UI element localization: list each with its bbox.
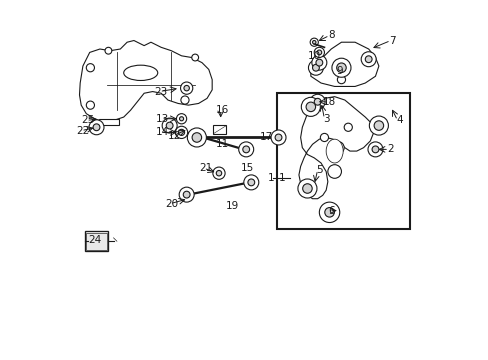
Text: 10: 10 <box>307 51 320 61</box>
Polygon shape <box>310 42 378 86</box>
Circle shape <box>373 121 383 130</box>
Circle shape <box>367 142 382 157</box>
Circle shape <box>212 167 224 179</box>
Circle shape <box>187 128 206 147</box>
Circle shape <box>331 141 344 154</box>
Bar <box>276 93 408 229</box>
Circle shape <box>86 64 94 72</box>
Circle shape <box>314 47 324 58</box>
Circle shape <box>105 47 112 54</box>
Circle shape <box>311 55 326 70</box>
Circle shape <box>183 85 189 91</box>
Circle shape <box>365 56 371 63</box>
Circle shape <box>216 171 221 176</box>
Circle shape <box>336 63 346 72</box>
FancyBboxPatch shape <box>99 119 119 125</box>
Circle shape <box>316 50 321 55</box>
Text: 19: 19 <box>225 201 239 211</box>
Circle shape <box>86 101 94 109</box>
Text: 25: 25 <box>81 116 95 126</box>
Circle shape <box>179 187 194 202</box>
Text: 6: 6 <box>327 206 334 216</box>
FancyBboxPatch shape <box>84 231 108 251</box>
Ellipse shape <box>123 65 158 81</box>
Circle shape <box>312 64 319 71</box>
FancyBboxPatch shape <box>213 125 226 134</box>
Text: 23: 23 <box>154 86 167 96</box>
Text: 16: 16 <box>215 105 228 115</box>
Circle shape <box>270 130 285 145</box>
Circle shape <box>176 114 186 124</box>
Circle shape <box>312 41 315 44</box>
Circle shape <box>314 98 321 105</box>
Text: 12: 12 <box>168 131 181 141</box>
Circle shape <box>183 191 190 198</box>
Text: 1: 1 <box>267 173 273 183</box>
Ellipse shape <box>325 139 343 163</box>
Circle shape <box>308 60 323 75</box>
Circle shape <box>162 118 177 133</box>
Text: 18: 18 <box>322 97 335 107</box>
Text: 20: 20 <box>164 199 178 209</box>
Circle shape <box>309 38 318 46</box>
Circle shape <box>175 126 187 139</box>
Text: 24: 24 <box>88 234 101 244</box>
Circle shape <box>238 142 253 157</box>
Circle shape <box>244 175 258 190</box>
Circle shape <box>181 96 189 104</box>
Circle shape <box>166 122 173 129</box>
Text: 2: 2 <box>386 144 393 154</box>
Circle shape <box>247 179 254 186</box>
Text: 21: 21 <box>198 163 212 173</box>
Text: 5: 5 <box>315 165 322 175</box>
Circle shape <box>297 179 316 198</box>
Text: 15: 15 <box>241 163 254 173</box>
Text: 8: 8 <box>327 30 334 40</box>
Circle shape <box>331 58 350 77</box>
Circle shape <box>315 59 322 66</box>
Polygon shape <box>80 41 212 122</box>
Circle shape <box>368 116 387 135</box>
Circle shape <box>191 54 198 61</box>
Circle shape <box>302 184 311 193</box>
Circle shape <box>309 94 325 109</box>
Text: 14: 14 <box>156 127 169 138</box>
Text: 11: 11 <box>215 139 228 149</box>
Text: 17: 17 <box>260 132 273 143</box>
Text: 13: 13 <box>156 114 169 124</box>
Circle shape <box>361 52 375 67</box>
Circle shape <box>192 133 201 142</box>
Circle shape <box>319 202 339 222</box>
Polygon shape <box>298 96 373 199</box>
Text: 3: 3 <box>322 114 329 124</box>
Circle shape <box>89 120 104 135</box>
Circle shape <box>324 208 334 217</box>
Circle shape <box>344 123 352 131</box>
FancyBboxPatch shape <box>86 233 106 250</box>
Circle shape <box>327 165 341 178</box>
Text: –: – <box>273 174 278 183</box>
Circle shape <box>301 97 320 116</box>
Text: 9: 9 <box>336 66 343 76</box>
Circle shape <box>275 134 282 141</box>
Circle shape <box>178 129 184 135</box>
Circle shape <box>93 124 100 131</box>
Circle shape <box>320 134 328 141</box>
Circle shape <box>305 102 315 112</box>
Circle shape <box>243 146 249 153</box>
Text: 4: 4 <box>395 116 402 126</box>
Circle shape <box>337 76 345 84</box>
Text: 7: 7 <box>388 36 395 45</box>
Circle shape <box>371 146 378 153</box>
Circle shape <box>180 82 192 94</box>
Text: 1: 1 <box>278 173 285 183</box>
Text: 22: 22 <box>76 126 89 136</box>
Circle shape <box>179 117 183 121</box>
